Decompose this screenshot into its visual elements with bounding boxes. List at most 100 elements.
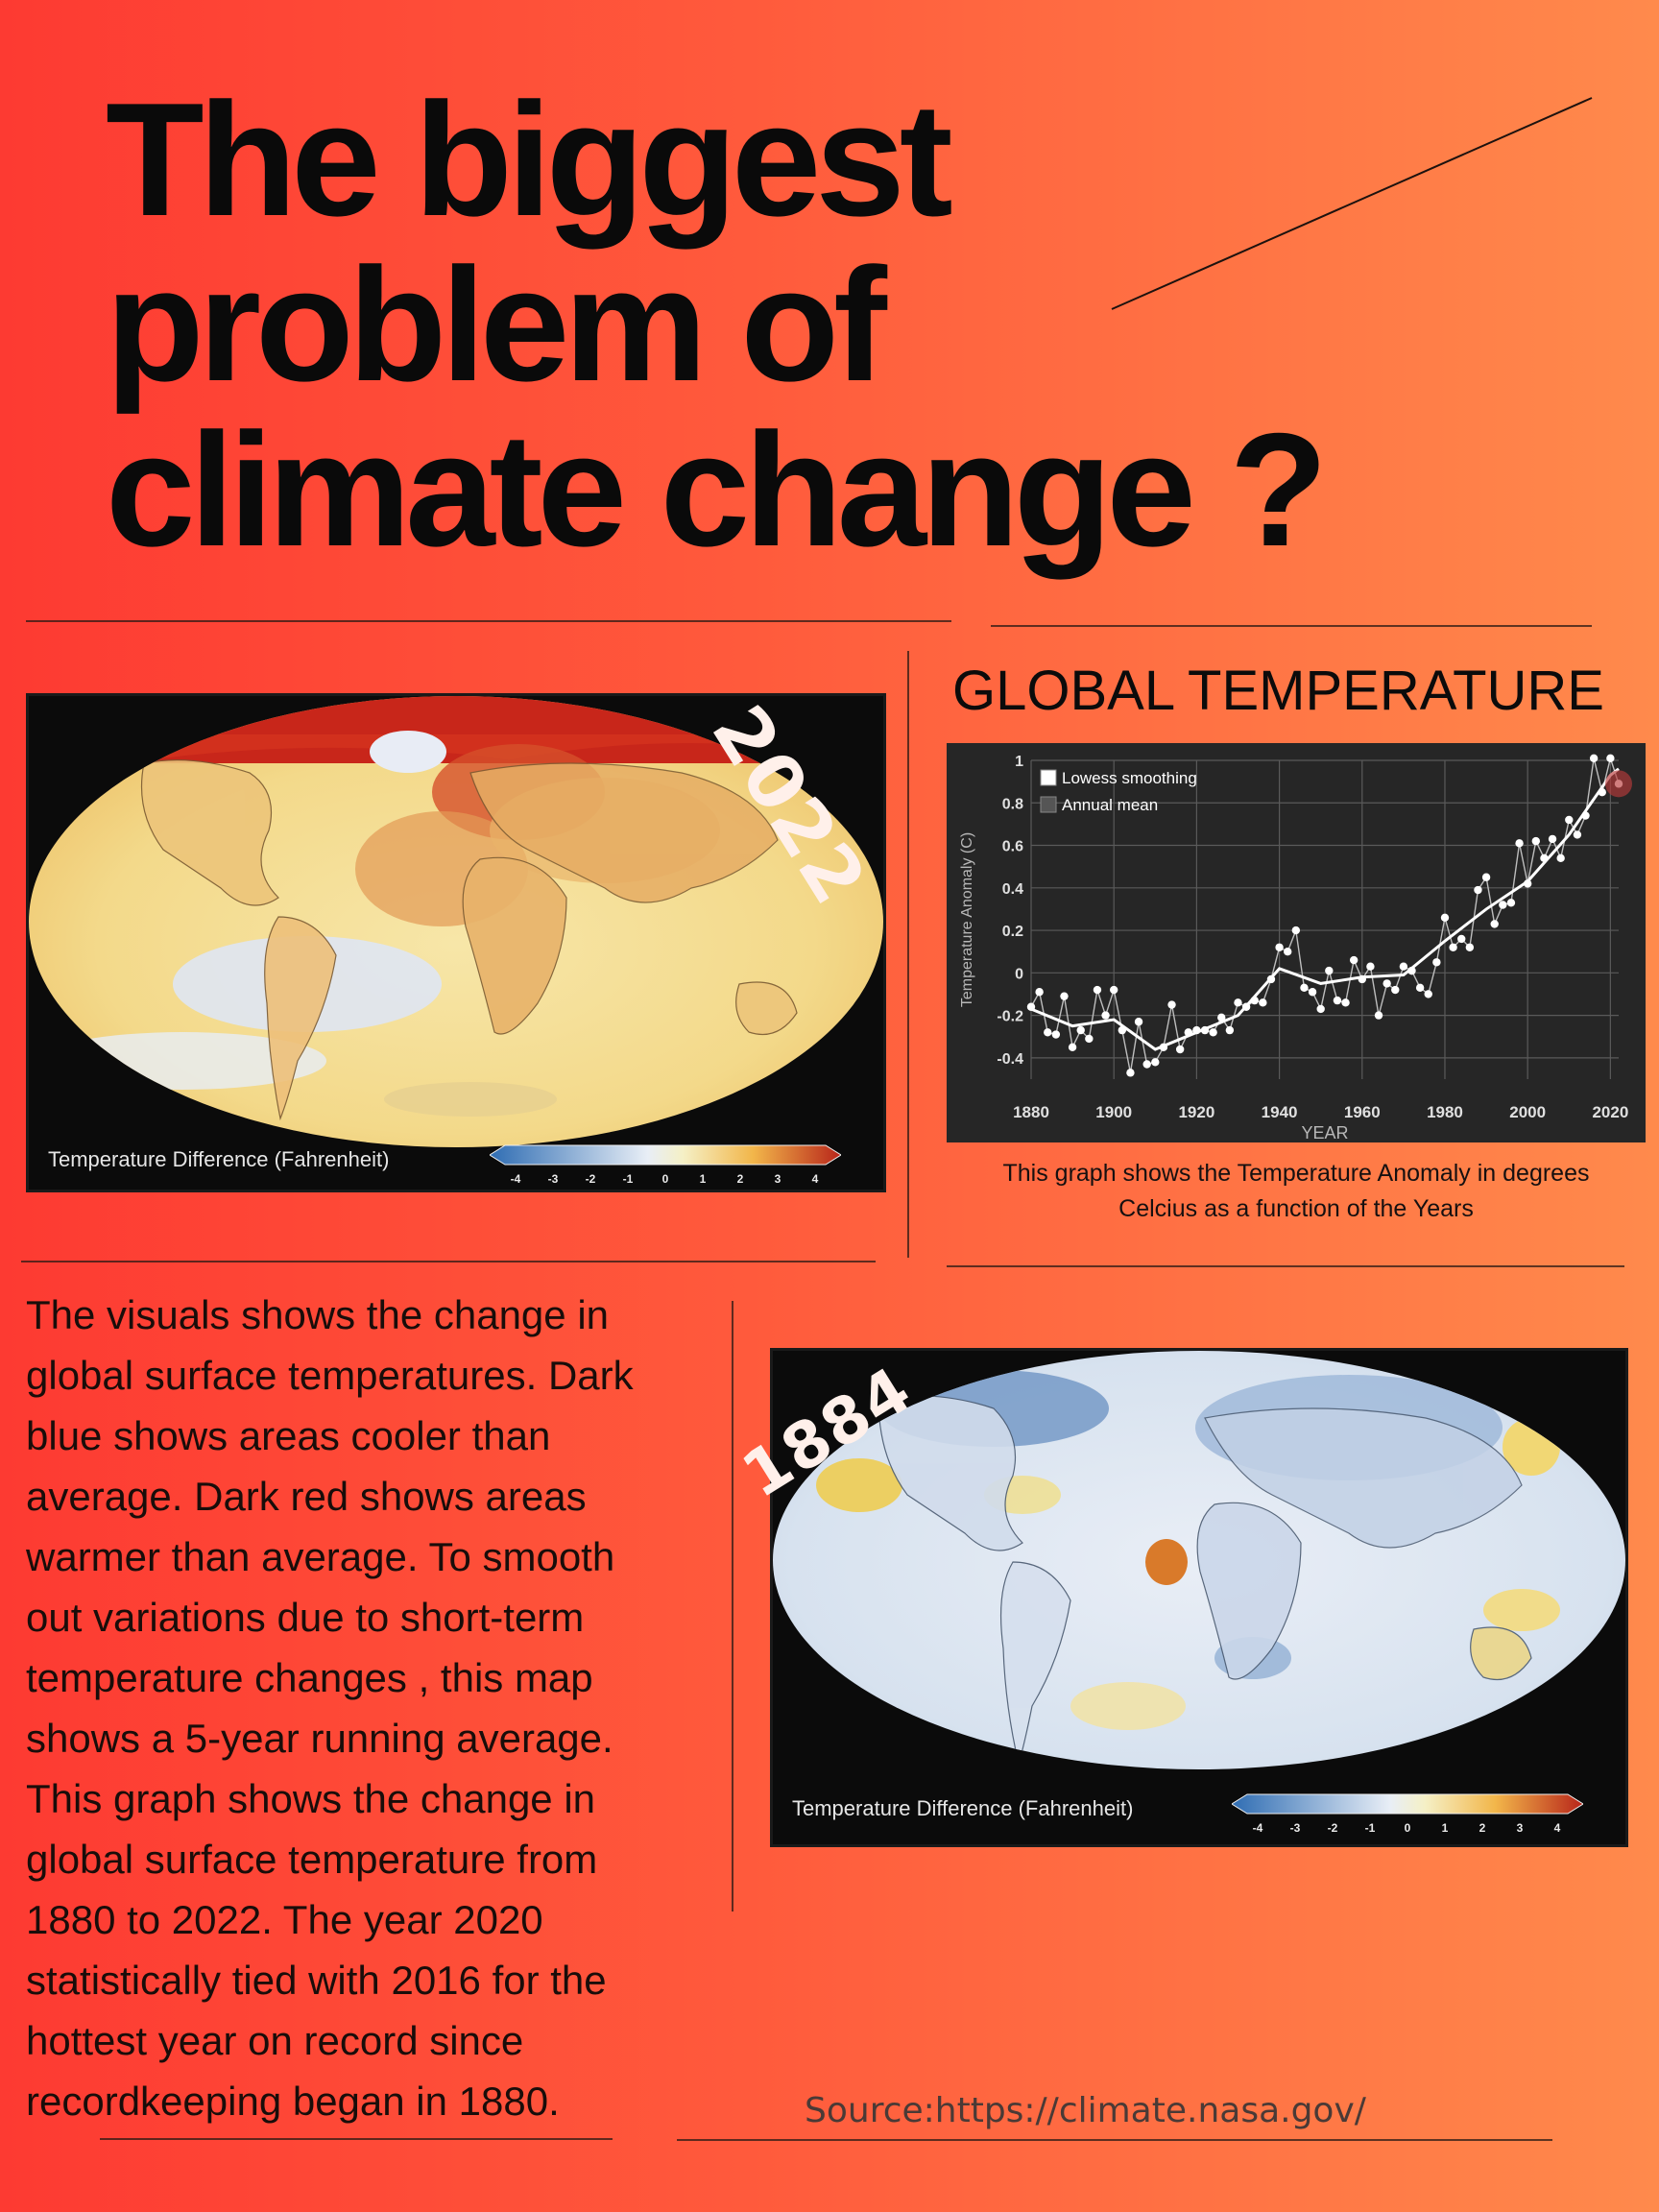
divider <box>21 1261 876 1262</box>
data-point <box>1259 998 1267 1007</box>
data-point <box>1225 1025 1235 1035</box>
text-line: out variations due to short-term <box>26 1595 585 1640</box>
scale-tick: -2 <box>585 1172 596 1186</box>
scale-tick: 2 <box>1479 1821 1486 1835</box>
data-point <box>1556 854 1565 863</box>
data-point <box>1151 1058 1160 1067</box>
data-point <box>1573 830 1582 839</box>
series-line-lowess <box>1030 767 1620 1051</box>
data-point <box>1481 873 1491 881</box>
text-line: global surface temperature from <box>26 1837 598 1882</box>
data-point <box>1432 958 1441 967</box>
text-line: This graph shows the change in <box>26 1776 596 1821</box>
data-point <box>1457 934 1466 944</box>
map-legend-label: Temperature Difference (Fahrenheit) <box>48 1147 390 1171</box>
data-point <box>1465 943 1475 951</box>
data-point <box>1506 899 1516 907</box>
scale-tick: 1 <box>699 1172 707 1186</box>
data-point <box>1325 966 1334 975</box>
divider <box>100 2138 613 2140</box>
x-axis-label: YEAR <box>1301 1123 1348 1142</box>
legend-swatch-annual <box>1040 796 1057 813</box>
data-point <box>1300 983 1309 993</box>
data-point <box>1490 920 1499 928</box>
data-point <box>1142 1060 1151 1069</box>
data-point <box>1531 836 1541 846</box>
data-point <box>1424 990 1432 998</box>
highlight-point <box>1605 770 1632 798</box>
chart-canvas: 1880 1900 1920 1940 1960 1980 2000 2020 1 0.8 0.6 0… <box>959 754 1632 1142</box>
data-point <box>1101 1011 1110 1020</box>
data-point <box>1109 985 1118 995</box>
world-map-warm <box>29 696 883 1147</box>
text-line: warmer than average. To smooth <box>26 1534 615 1579</box>
map-legend-label: Temperature Difference (Fahrenheit) <box>792 1796 1134 1820</box>
divider <box>907 651 909 1258</box>
scale-tick: -4 <box>510 1172 521 1186</box>
y-axis-label: Temperature Anomaly (C) <box>959 832 975 1007</box>
x-tick-label: 1900 <box>1095 1103 1132 1121</box>
color-scale-ticks: -4 -3 -2 -1 0 1 2 3 4 <box>507 1172 824 1186</box>
data-point <box>1449 943 1457 951</box>
diagonal-divider <box>1111 97 1593 310</box>
temperature-map-2022: Temperature Difference (Fahrenheit) -4 -… <box>26 693 886 1192</box>
data-point <box>1217 1013 1226 1022</box>
data-point <box>1440 913 1450 922</box>
scale-tick: 2 <box>736 1172 744 1186</box>
divider <box>26 620 951 622</box>
data-point <box>1051 1030 1061 1039</box>
series-line-annual-mean <box>1030 756 1620 1073</box>
chart-heading: GLOBAL TEMPERATURE <box>952 660 1604 722</box>
text-line: shows a 5-year running average. <box>26 1716 613 1761</box>
scale-tick: -4 <box>1252 1821 1263 1835</box>
scale-tick: -1 <box>1364 1821 1376 1835</box>
description-text: The visuals shows the change in global s… <box>26 1285 717 2131</box>
text-line: blue shows areas cooler than <box>26 1413 551 1458</box>
divider <box>732 1301 733 1911</box>
y-tick-label: 0.8 <box>1002 796 1023 812</box>
data-point <box>1035 988 1044 997</box>
data-point <box>1085 1034 1094 1044</box>
data-point <box>1415 983 1425 993</box>
chart-caption: This graph shows the Temperature Anomaly… <box>947 1156 1646 1227</box>
data-point <box>1366 962 1375 971</box>
temperature-anomaly-chart: 1880 1900 1920 1940 1960 1980 2000 2020 1 0.8 0.6 0… <box>947 743 1646 1142</box>
data-point <box>1209 1028 1217 1037</box>
data-point <box>1382 979 1391 988</box>
title-line: climate change ? <box>106 399 1328 580</box>
legend-label: Annual mean <box>1062 796 1158 814</box>
y-tick-label: 0.6 <box>1002 839 1023 855</box>
data-point <box>1589 754 1599 762</box>
text-line: recordkeeping began in 1880. <box>26 2079 560 2124</box>
data-point <box>1060 992 1069 1000</box>
text-line: 1880 to 2022. The year 2020 <box>26 1897 543 1942</box>
title-line: problem of <box>106 234 887 415</box>
x-tick-label: 2020 <box>1592 1103 1628 1121</box>
text-line: The visuals shows the change in <box>26 1292 610 1337</box>
scale-tick: -3 <box>547 1172 559 1186</box>
y-tick-label: -0.2 <box>997 1009 1023 1025</box>
caption-line: This graph shows the Temperature Anomaly… <box>1002 1160 1590 1187</box>
y-tick-label: 0.4 <box>1002 881 1023 898</box>
divider <box>677 2139 1552 2141</box>
text-line: temperature changes , this map <box>26 1655 593 1700</box>
scale-tick: 3 <box>1516 1821 1524 1835</box>
scale-tick: 1 <box>1441 1821 1449 1835</box>
data-point <box>1126 1069 1135 1077</box>
scale-tick: 4 <box>1553 1821 1561 1835</box>
temperature-map-1884: Temperature Difference (Fahrenheit) -4 -… <box>770 1348 1628 1847</box>
x-tick-label: 1920 <box>1178 1103 1214 1121</box>
text-line: global surface temperatures. Dark <box>26 1353 634 1398</box>
x-tick-label: 2000 <box>1509 1103 1546 1121</box>
data-point <box>1316 1004 1325 1014</box>
data-point <box>1515 839 1524 848</box>
data-point <box>1374 1011 1383 1020</box>
data-point <box>1565 815 1574 825</box>
color-scale-bar <box>490 1144 841 1166</box>
data-point <box>1399 962 1408 971</box>
scale-tick: 0 <box>1404 1821 1411 1835</box>
y-tick-label: 0.2 <box>1002 924 1023 940</box>
data-point <box>1291 926 1301 935</box>
page-title: The biggest problem of climate change ? <box>106 77 1450 572</box>
scale-tick: 3 <box>774 1172 781 1186</box>
